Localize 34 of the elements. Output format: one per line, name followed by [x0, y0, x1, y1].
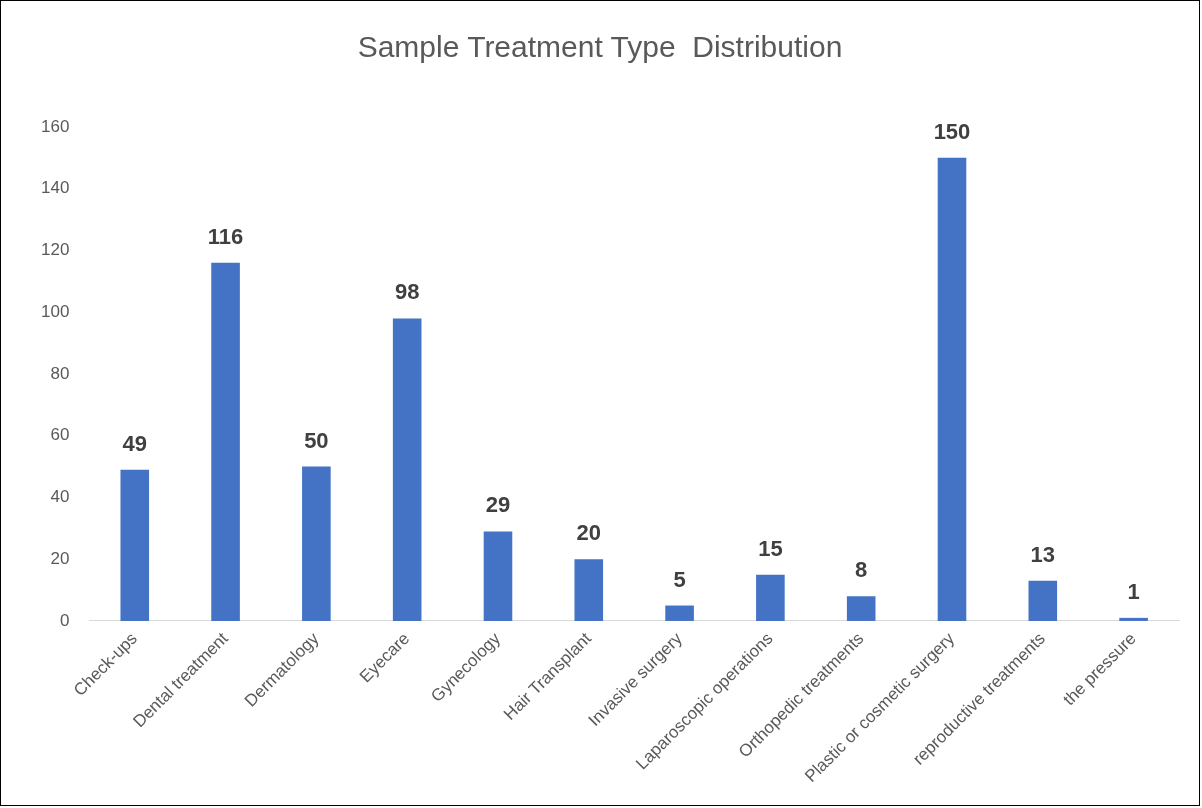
data-label: 15 — [758, 535, 783, 561]
data-label: 20 — [576, 520, 602, 546]
y-tick-label: 0 — [59, 610, 70, 630]
y-tick-label: 100 — [40, 301, 70, 321]
data-label: 116 — [207, 223, 244, 249]
bar — [665, 605, 694, 621]
bar — [211, 262, 240, 621]
data-label: 150 — [933, 118, 971, 144]
bar — [937, 157, 967, 621]
y-tick-label: 140 — [40, 178, 70, 198]
data-label: 5 — [673, 566, 686, 592]
y-tick-label: 20 — [50, 548, 70, 568]
bar — [392, 318, 422, 621]
bar — [756, 574, 785, 621]
data-label: 13 — [1030, 541, 1056, 567]
data-label: 50 — [304, 427, 329, 453]
bar — [302, 466, 331, 621]
y-tick-label: 120 — [40, 240, 70, 260]
data-label: 1 — [1127, 578, 1140, 604]
bar — [120, 469, 150, 621]
y-tick-label: 60 — [50, 425, 70, 445]
bar — [846, 596, 876, 621]
data-label: 29 — [485, 492, 511, 518]
y-tick-label: 80 — [50, 363, 70, 383]
y-tick-label: 160 — [40, 116, 70, 136]
bar — [1028, 580, 1058, 621]
data-label: 98 — [394, 279, 420, 305]
bar — [1119, 617, 1148, 621]
y-tick-label: 40 — [50, 487, 70, 507]
data-label: 49 — [122, 430, 148, 456]
bar — [574, 559, 604, 621]
bar — [483, 531, 513, 621]
chart-title: Sample Treatment Type Distribution — [357, 30, 843, 64]
data-label: 8 — [855, 557, 868, 583]
